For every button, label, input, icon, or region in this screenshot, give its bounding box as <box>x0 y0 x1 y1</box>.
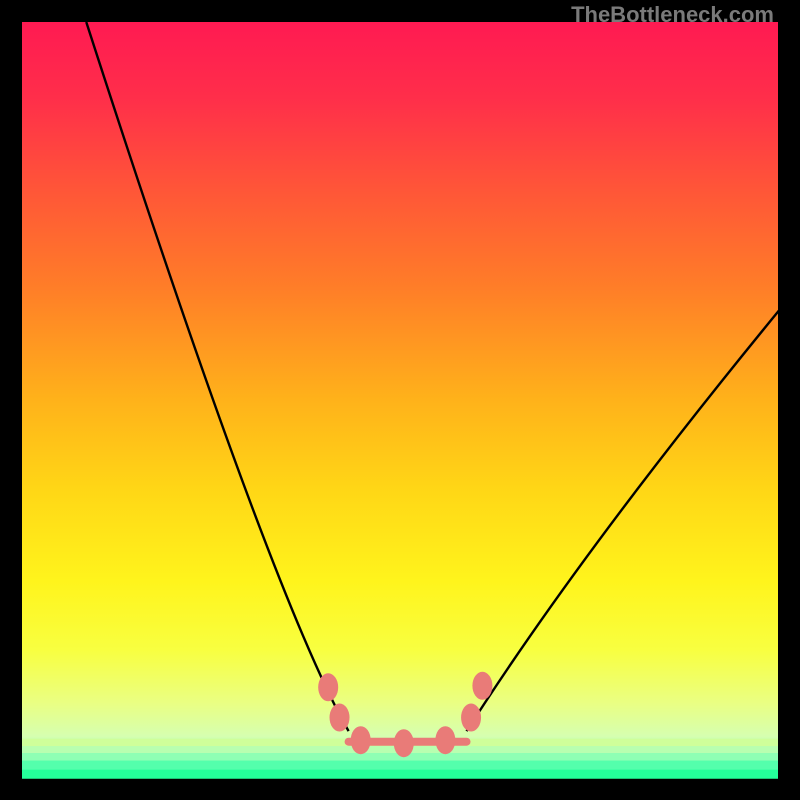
watermark-text: TheBottleneck.com <box>571 2 774 28</box>
data-marker <box>435 726 455 754</box>
gradient-band <box>22 770 778 779</box>
gradient-band <box>22 761 778 770</box>
data-marker <box>351 726 371 754</box>
data-marker <box>394 729 414 757</box>
data-marker <box>472 672 492 700</box>
chart-background <box>22 22 778 778</box>
data-marker <box>318 673 338 701</box>
data-marker <box>461 704 481 732</box>
data-marker <box>330 704 350 732</box>
bottleneck-chart <box>0 0 800 800</box>
